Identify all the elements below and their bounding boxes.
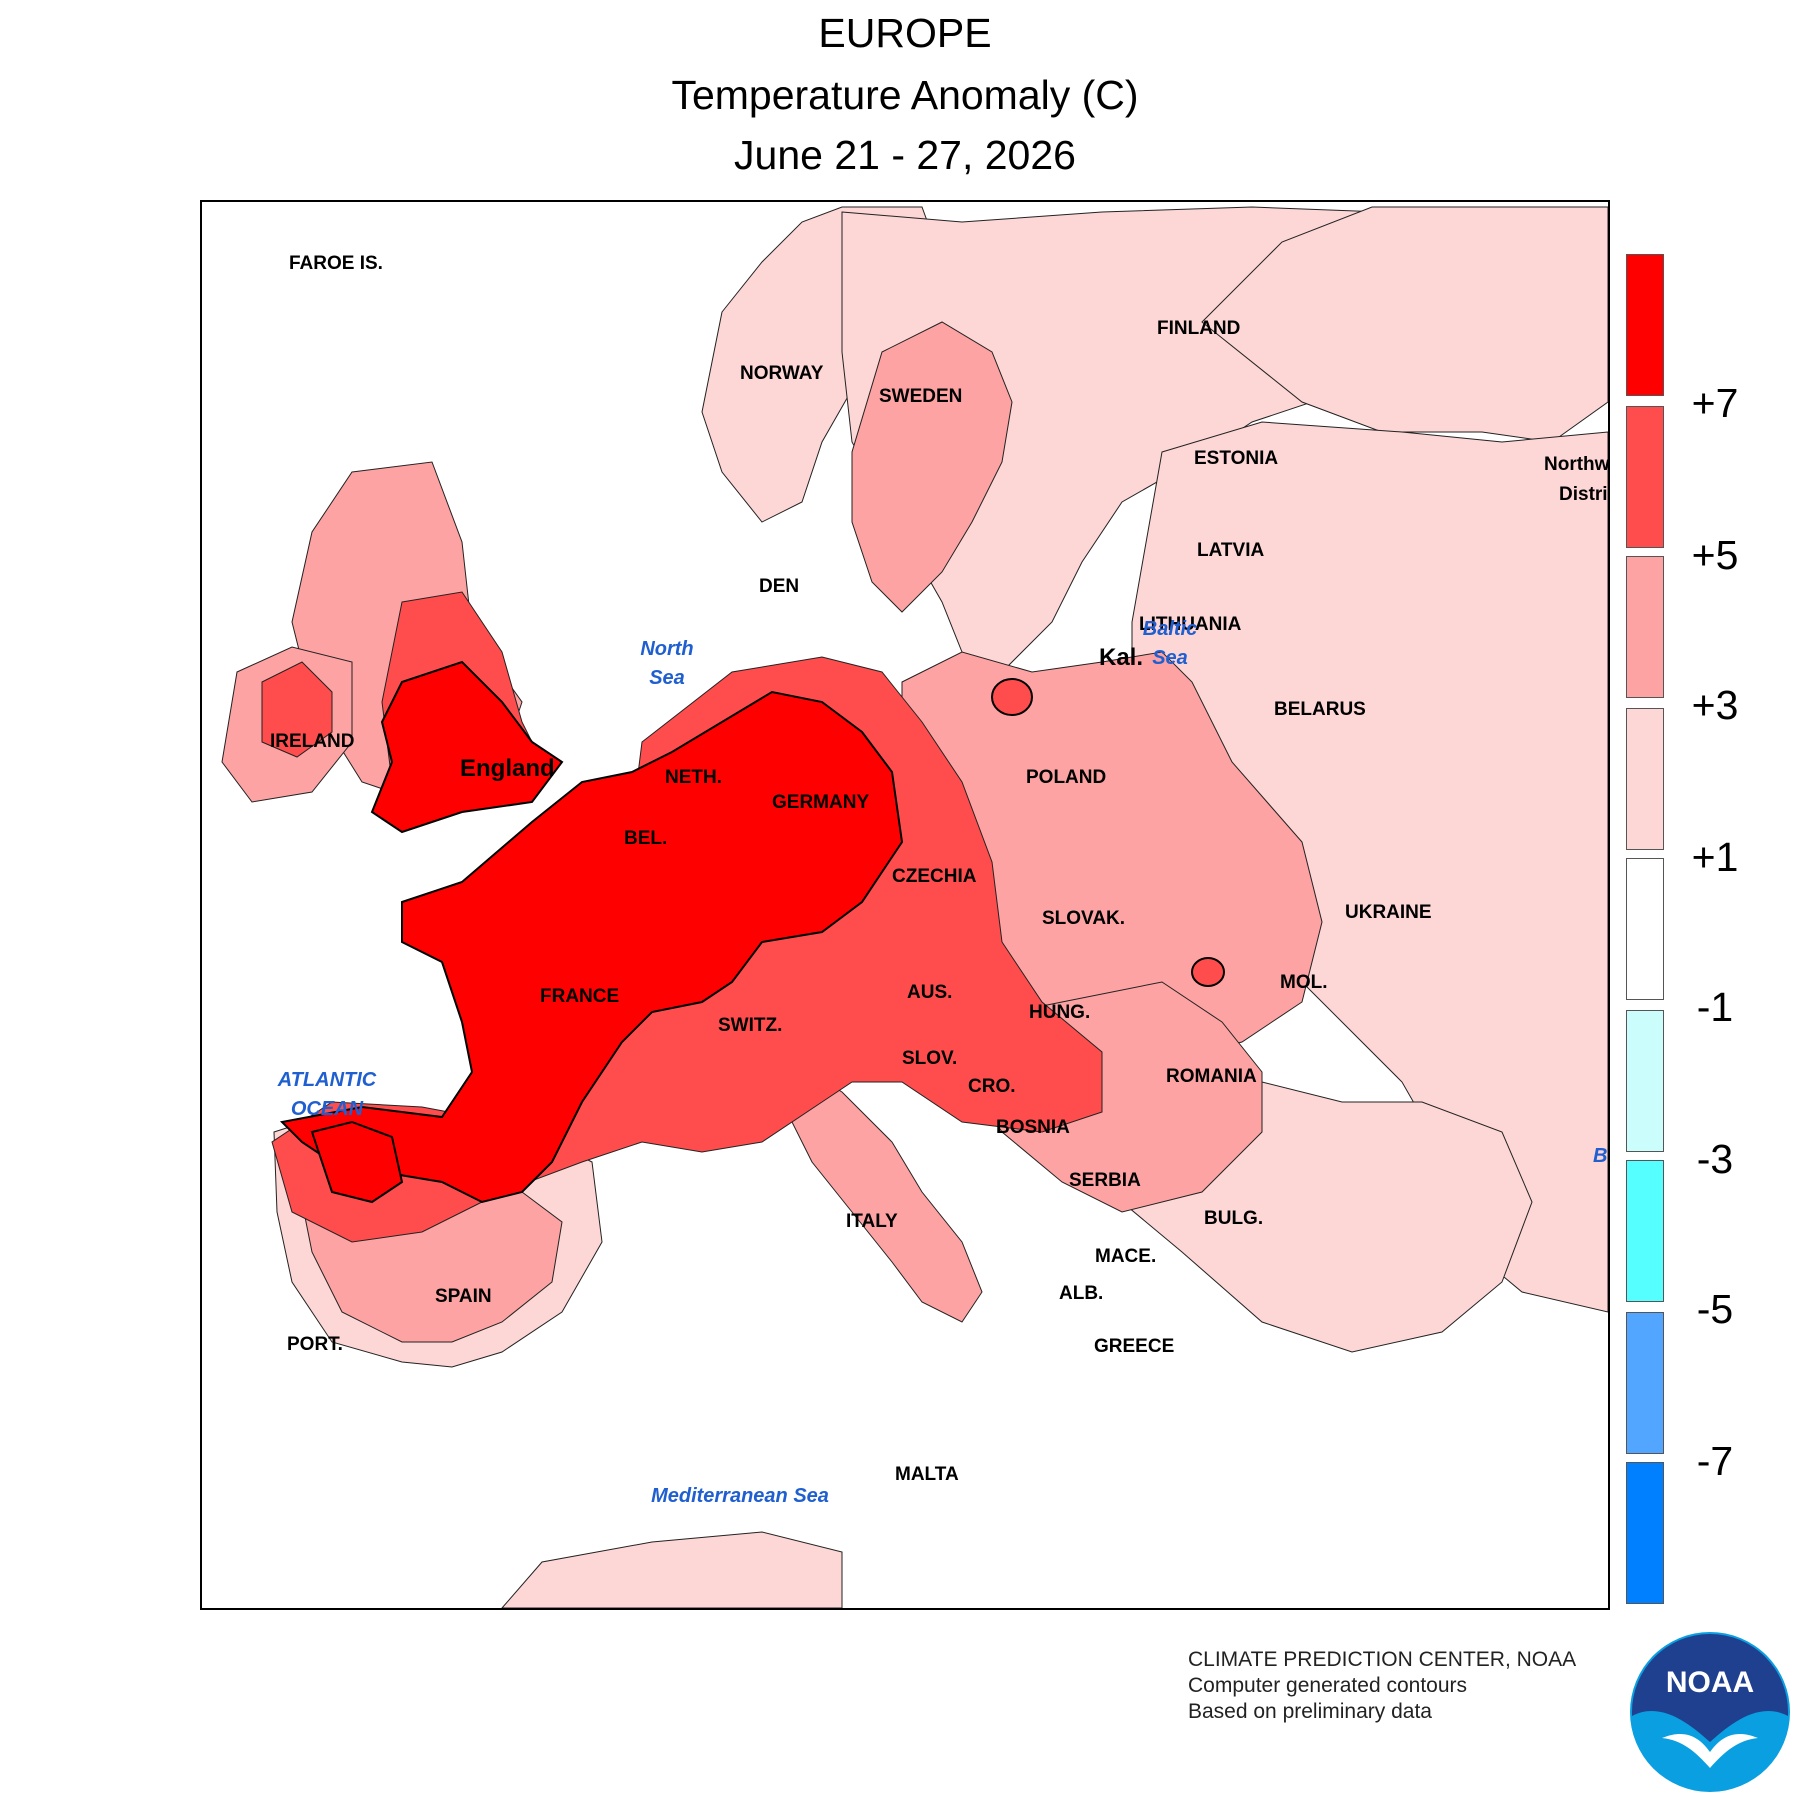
anomaly-map-svg: FAROE IS. NORWAY SWEDEN FINLAND ESTONIA …	[221, 206, 1608, 1608]
region-poland-spot	[990, 678, 1034, 716]
label-hungary: HUNG.	[1029, 1002, 1090, 1023]
legend-label-plus7: +7	[1691, 380, 1739, 426]
label-switzerland: SWITZ.	[718, 1015, 782, 1036]
anomaly-map: FAROE IS. NORWAY SWEDEN FINLAND ESTONIA …	[200, 200, 1610, 1610]
legend-bin-5-7	[1626, 406, 1664, 548]
label-macedonia: MACE.	[1095, 1246, 1156, 1267]
label-austria: AUS.	[907, 982, 952, 1003]
label-ireland: IRELAND	[270, 731, 354, 752]
label-faroe: FAROE IS.	[289, 253, 383, 274]
label-albania: ALB.	[1059, 1283, 1103, 1304]
credit-line-1: CLIMATE PREDICTION CENTER, NOAA	[1188, 1648, 1577, 1671]
noaa-logo-text: NOAA	[1666, 1666, 1754, 1699]
label-portugal: PORT.	[287, 1334, 343, 1355]
label-baltic-sea-1: Baltic	[1143, 618, 1197, 640]
legend-bin-minus3-minus5	[1626, 1160, 1664, 1302]
label-romania: ROMANIA	[1166, 1066, 1257, 1087]
label-atlantic-2: OCEAN	[291, 1098, 364, 1120]
noaa-logo-gull-icon	[1662, 1733, 1758, 1768]
label-northwest-district-1: Northw	[1544, 454, 1608, 475]
region-france-germany-extreme	[279, 690, 904, 1204]
region-ireland-high	[261, 661, 333, 758]
label-denmark: DEN	[759, 576, 799, 597]
label-bosnia: BOSNIA	[996, 1117, 1070, 1138]
legend-bin-minus5-minus7	[1626, 1312, 1664, 1454]
label-black-sea-partial: B	[1593, 1145, 1607, 1167]
legend-label-minus1: -1	[1696, 984, 1734, 1030]
region-england-extreme	[370, 660, 564, 834]
label-bulgaria: BULG.	[1204, 1208, 1263, 1229]
label-england: England	[460, 755, 555, 782]
label-moldova: MOL.	[1280, 972, 1328, 993]
noaa-logo: NOAA	[1630, 1632, 1790, 1792]
label-spain: SPAIN	[435, 1286, 492, 1307]
label-sweden: SWEDEN	[879, 386, 962, 407]
label-latvia: LATVIA	[1197, 540, 1264, 561]
region-north-africa	[501, 1531, 843, 1608]
label-north-sea-1: North	[640, 638, 693, 660]
label-baltic-sea-2: Sea	[1152, 647, 1188, 669]
region-finland-east	[1201, 206, 1608, 443]
credit-line-3: Based on preliminary data	[1188, 1700, 1432, 1723]
region-spain-extreme	[310, 1120, 404, 1204]
legend-label-minus5: -5	[1696, 1286, 1734, 1332]
label-poland: POLAND	[1026, 767, 1106, 788]
label-slovakia: SLOVAK.	[1042, 908, 1125, 929]
map-subtitle: Temperature Anomaly (C)	[671, 72, 1139, 118]
label-northwest-district-2: Distri	[1559, 484, 1608, 505]
map-date-range: June 21 - 27, 2026	[734, 132, 1076, 178]
label-malta: MALTA	[895, 1464, 959, 1485]
label-czechia: CZECHIA	[892, 866, 977, 887]
label-mediterranean: Mediterranean Sea	[651, 1485, 829, 1507]
noaa-logo-top	[1632, 1634, 1788, 1742]
label-greece: GREECE	[1094, 1336, 1174, 1357]
label-serbia: SERBIA	[1069, 1170, 1141, 1191]
label-germany: GERMANY	[772, 792, 869, 813]
region-romania-spot	[1190, 957, 1226, 987]
legend-bin-neutral	[1626, 858, 1664, 1000]
label-atlantic-1: ATLANTIC	[277, 1069, 377, 1091]
legend-bin-1-3	[1626, 708, 1664, 850]
label-netherlands: NETH.	[665, 767, 722, 788]
legend-bin-minus7	[1626, 1462, 1664, 1604]
label-estonia: ESTONIA	[1194, 448, 1278, 469]
label-lithuania: LITHUANIA	[1139, 614, 1242, 635]
label-belgium: BEL.	[624, 828, 667, 849]
credit-line-2: Computer generated contours	[1188, 1674, 1467, 1697]
label-kaliningrad: Kal.	[1099, 644, 1143, 671]
label-north-sea-2: Sea	[649, 667, 685, 689]
label-slovenia: SLOV.	[902, 1048, 957, 1069]
region-sweden-mid	[851, 321, 1013, 613]
legend-label-minus7: -7	[1696, 1438, 1734, 1484]
legend-label-plus1: +1	[1691, 834, 1739, 880]
legend-label-minus3: -3	[1696, 1136, 1734, 1182]
legend-bin-7plus	[1626, 254, 1664, 396]
label-italy: ITALY	[846, 1211, 898, 1232]
legend-label-plus5: +5	[1691, 532, 1739, 578]
label-finland: FINLAND	[1157, 318, 1240, 339]
region-italy-mid	[781, 1061, 983, 1323]
label-croatia: CRO.	[968, 1076, 1016, 1097]
map-title: EUROPE	[818, 10, 992, 56]
legend-label-plus3: +3	[1691, 682, 1739, 728]
label-france: FRANCE	[540, 986, 619, 1007]
legend-bin-minus1-minus3	[1626, 1010, 1664, 1152]
label-norway: NORWAY	[740, 363, 824, 384]
label-ukraine: UKRAINE	[1345, 902, 1432, 923]
legend-bin-3-5	[1626, 556, 1664, 698]
label-belarus: BELARUS	[1274, 699, 1366, 720]
